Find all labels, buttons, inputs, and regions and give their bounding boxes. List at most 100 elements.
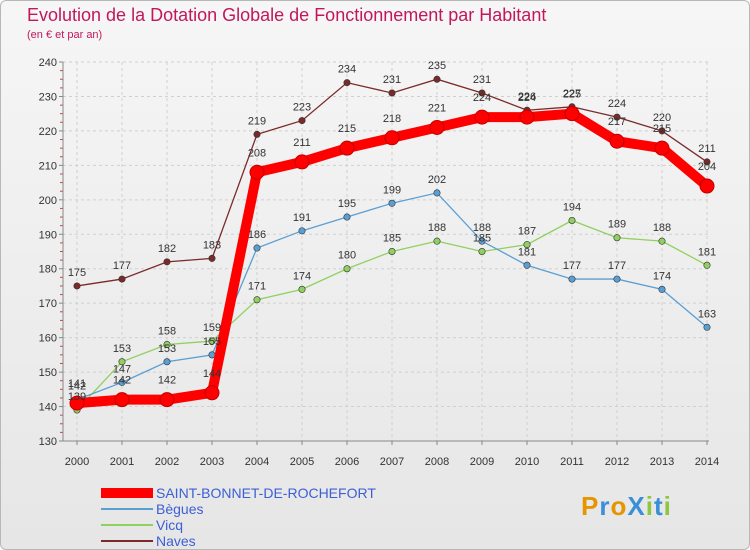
series-vicq	[73, 216, 711, 414]
data-label: 211	[293, 137, 311, 149]
data-label: 188	[473, 222, 491, 234]
data-label: 163	[698, 308, 716, 320]
data-label: 181	[518, 246, 536, 258]
x-tick-label: 2004	[245, 456, 269, 468]
y-tick-label: 140	[39, 402, 57, 414]
data-point	[163, 258, 171, 266]
data-point	[699, 178, 715, 194]
logo-letter: i	[645, 491, 654, 521]
data-label: 224	[473, 92, 491, 104]
data-label: 223	[293, 102, 311, 114]
data-point	[253, 130, 261, 138]
data-point	[343, 265, 351, 273]
data-point	[343, 79, 351, 87]
y-tick-label: 240	[39, 57, 57, 69]
data-point	[343, 213, 351, 221]
data-point	[73, 282, 81, 290]
chart-data-labels: 175 177 182 183 219 223 234 231 235 231 226 227 224 2…	[68, 60, 716, 403]
data-label: 141	[68, 378, 86, 390]
x-tick-label: 2011	[560, 456, 584, 468]
data-label: 158	[158, 326, 176, 338]
y-tick-label: 150	[39, 367, 57, 379]
x-tick-label: 2001	[110, 456, 134, 468]
data-label: 153	[113, 343, 131, 355]
legend-swatch	[101, 524, 153, 526]
data-label: 208	[248, 147, 266, 159]
data-point	[384, 130, 400, 146]
data-point	[613, 275, 621, 283]
legend-swatch	[101, 508, 153, 510]
data-point	[523, 241, 531, 249]
proxiti-logo: ProXiti	[581, 491, 672, 522]
x-tick-label: 2005	[290, 456, 314, 468]
data-label: 224	[608, 98, 626, 110]
legend-swatch	[101, 488, 153, 498]
data-label: 175	[68, 267, 86, 279]
x-tick-label: 2003	[200, 456, 224, 468]
data-label: 177	[563, 260, 581, 272]
data-label: 199	[383, 184, 401, 196]
y-tick-label: 160	[39, 333, 57, 345]
data-label: 225	[563, 89, 581, 101]
x-tick-label: 2006	[335, 456, 359, 468]
data-label: 189	[608, 219, 626, 231]
data-label: 186	[248, 229, 266, 241]
data-label: 142	[68, 381, 86, 393]
data-label: 180	[338, 250, 356, 262]
data-point	[249, 164, 265, 180]
data-point	[118, 275, 126, 283]
data-point	[523, 261, 531, 269]
y-tick-label: 170	[39, 298, 57, 310]
data-point	[118, 358, 126, 366]
y-tick-label: 180	[39, 264, 57, 276]
chart-title: Evolution de la Dotation Globale de Fonc…	[27, 5, 547, 25]
x-tick-label: 2013	[650, 456, 674, 468]
data-point	[703, 261, 711, 269]
data-label: 231	[383, 74, 401, 86]
data-point	[703, 323, 711, 331]
legend-label: Vicq	[156, 517, 183, 533]
data-point	[519, 109, 535, 125]
y-tick-label: 130	[39, 436, 57, 448]
x-tick-label: 2000	[65, 456, 89, 468]
legend-swatch	[101, 540, 153, 542]
data-label: 191	[293, 212, 311, 224]
logo-letter: t	[653, 491, 664, 521]
data-label: 219	[248, 115, 266, 127]
x-tick-label: 2009	[470, 456, 494, 468]
data-label: 202	[428, 174, 446, 186]
data-label: 220	[653, 112, 671, 124]
data-point	[613, 113, 621, 121]
data-label: 147	[113, 363, 131, 375]
data-label: 142	[158, 375, 176, 387]
data-label: 155	[203, 336, 221, 348]
x-tick-label: 2008	[425, 456, 449, 468]
logo-letter: X	[627, 491, 646, 521]
data-point	[298, 227, 306, 235]
data-label: 183	[203, 239, 221, 251]
data-point	[564, 106, 580, 122]
data-label: 218	[383, 113, 401, 125]
data-label: 159	[203, 322, 221, 334]
chart-axes: 130 140 150 160 170 180 190 200 210 220 230 240 2000…	[39, 57, 720, 468]
data-label: 144	[203, 368, 221, 380]
data-point	[298, 285, 306, 293]
data-point	[568, 216, 576, 224]
legend-label: Naves	[156, 533, 196, 549]
legend-label: SAINT-BONNET-DE-ROCHEFORT	[156, 485, 376, 501]
x-tick-label: 2007	[380, 456, 404, 468]
logo-letter: o	[610, 491, 628, 521]
data-label: 195	[338, 198, 356, 210]
data-label: 204	[698, 161, 716, 173]
data-point	[474, 109, 490, 125]
chart-series	[69, 75, 715, 414]
y-tick-label: 190	[39, 229, 57, 241]
data-label: 234	[338, 64, 356, 76]
y-tick-label: 220	[39, 126, 57, 138]
data-point	[654, 140, 670, 156]
data-label: 177	[608, 260, 626, 272]
legend-label: Bègues	[156, 501, 204, 517]
data-label: 215	[338, 123, 356, 135]
